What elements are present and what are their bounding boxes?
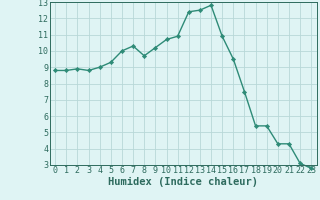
X-axis label: Humidex (Indice chaleur): Humidex (Indice chaleur) — [108, 177, 258, 187]
